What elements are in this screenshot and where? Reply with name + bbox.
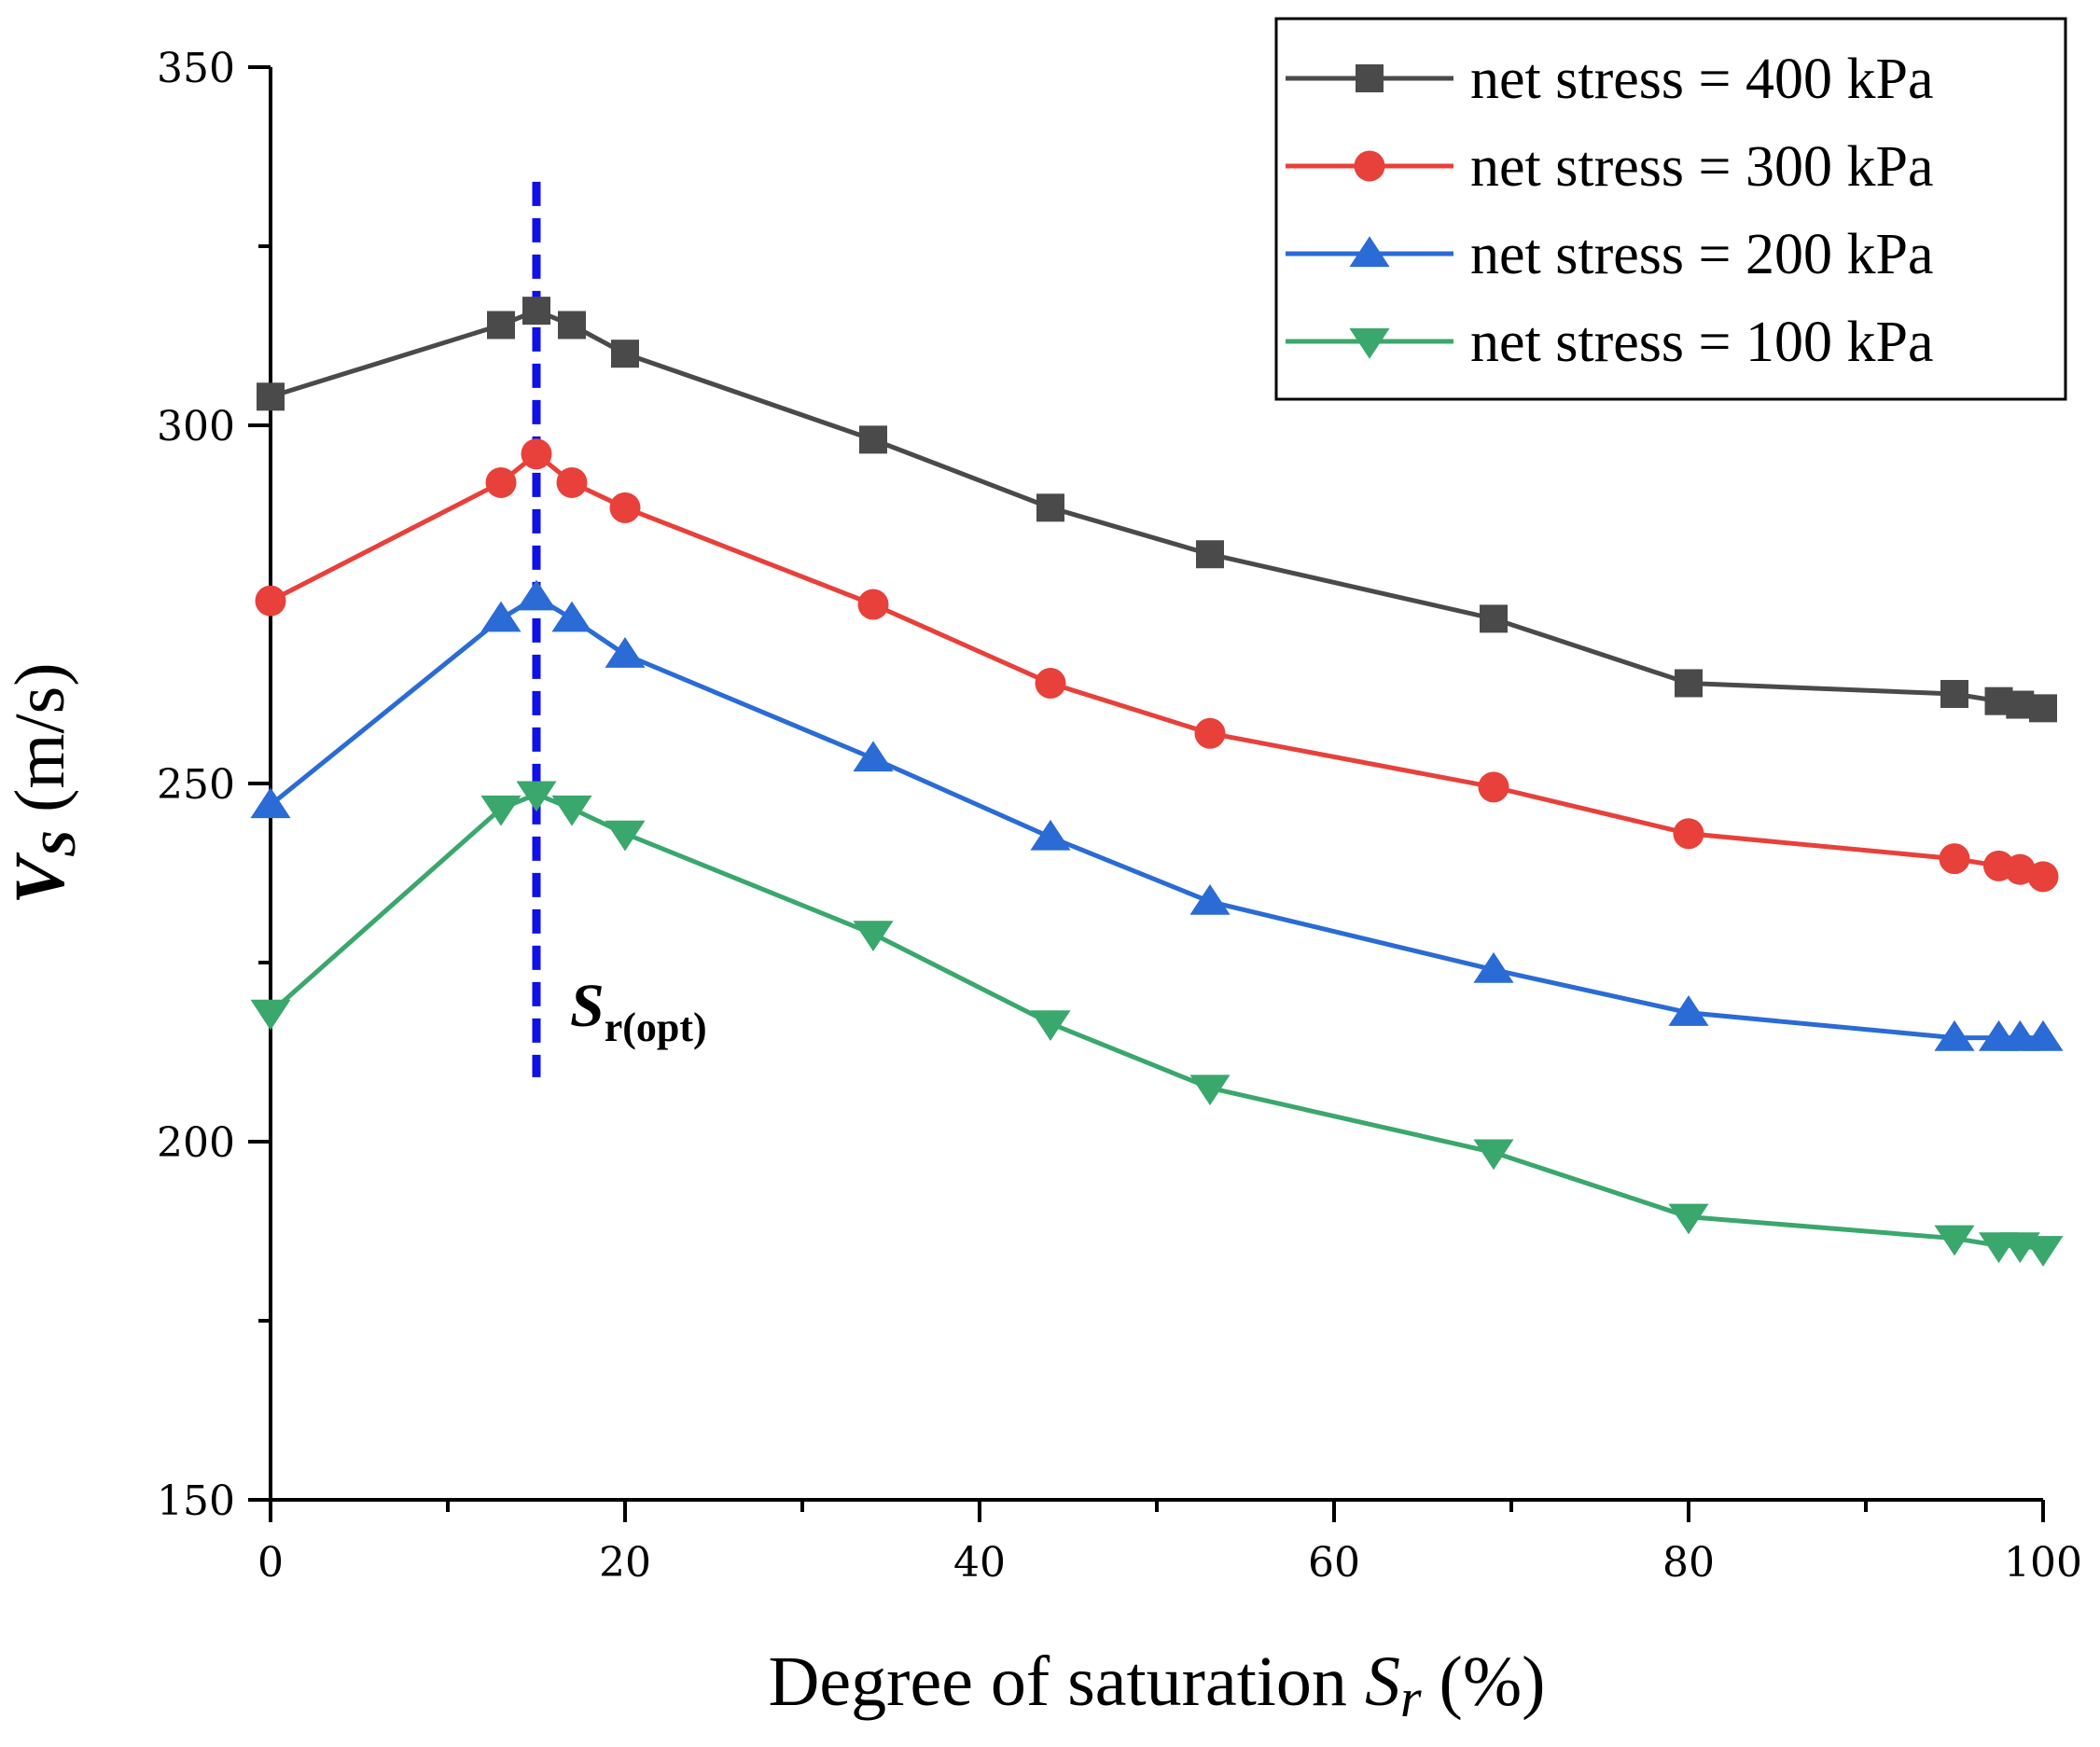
legend-swatch-marker [1349,327,1390,359]
data-point [255,585,286,617]
data-point [551,795,592,826]
data-point [1673,818,1704,850]
legend-item-2: net stress = 200 kPa [1286,223,1933,286]
data-point [1675,669,1703,698]
data-point [556,466,588,498]
data-point [1036,493,1064,522]
data-point [2029,694,2057,723]
series-2 [250,579,2064,1051]
data-point [1196,540,1224,569]
x-tick-label: 40 [953,1539,1006,1587]
y-tick-label: 350 [157,45,235,92]
y-tick-label: 250 [157,761,235,809]
data-point [1939,843,1970,875]
y-axis-title-part-0: V [1,853,79,905]
y-axis-title-part-1: S [33,830,86,857]
y-axis-title-part-2: (m/s) [1,662,79,829]
data-point [1189,1075,1231,1106]
legend-swatch-marker [1356,64,1384,92]
x-axis-title-part-0: Degree of saturation [769,1643,1365,1721]
data-point [1473,951,1514,983]
data-point [2027,861,2059,893]
data-point [1480,604,1508,633]
legend-label: net stress = 100 kPa [1470,311,1933,374]
data-point [2023,1019,2064,1051]
data-point [1189,883,1231,915]
optimum-saturation-line: Sr(opt) [532,181,707,1077]
x-tick-label: 60 [1308,1539,1360,1587]
data-point [1934,1225,1975,1256]
ticks: 0 20 40 60 80 100 150 200 250 300 350 [157,45,2082,1587]
data-point [859,425,887,454]
x-axis-title: Degree of saturation Sr (%) [769,1643,1546,1728]
data-point [1030,1010,1071,1042]
data-point [2023,1236,2064,1267]
data-point [1668,1203,1709,1235]
legend-item-1: net stress = 300 kPa [1286,135,1933,199]
y-axis-title: VS (m/s) [1,662,86,904]
data-point [250,787,291,819]
legend-swatch-marker [1354,150,1385,182]
data-point [516,781,557,812]
data-point [1934,1019,1975,1051]
data-point [480,601,522,632]
legend-item-0: net stress = 400 kPa [1286,48,1933,111]
series-group [250,297,2064,1267]
x-tick-label: 20 [599,1539,651,1587]
x-tick-label: 100 [2004,1539,2082,1587]
legend-label: net stress = 400 kPa [1470,48,1933,111]
x-tick-label: 0 [257,1539,284,1587]
data-point [1035,667,1066,699]
data-point [558,311,586,340]
x-axis-title-part-2: r [1400,1668,1422,1728]
data-point [1194,717,1226,749]
legend-label: net stress = 200 kPa [1470,223,1933,286]
data-point [1030,819,1071,851]
data-point [1473,1139,1514,1171]
legend-box [1274,17,2067,401]
data-point [1668,995,1709,1026]
data-point [522,297,550,326]
legend-label: net stress = 300 kPa [1470,135,1933,199]
data-point [1940,680,1968,708]
legend: net stress = 400 kPa net stress = 300 kPa… [1274,17,2067,401]
reference-label-symbol: S [570,972,605,1040]
reference-label-subscript: r(opt) [605,1005,707,1050]
series-1 [255,438,2059,893]
data-point [516,579,557,611]
data-point [853,921,894,952]
data-point [857,589,889,620]
x-axis-title-part-1: S [1365,1643,1400,1721]
data-point [487,311,515,340]
series-0 [257,297,2057,723]
axis-titles: Degree of saturation Sr (%)VS (m/s) [1,662,1545,1728]
x-tick-label: 80 [1662,1539,1715,1587]
data-point [257,382,285,411]
y-tick-label: 150 [157,1477,235,1525]
data-point [609,492,641,523]
data-point [611,340,639,368]
data-point [605,820,646,852]
legend-swatch-marker [1349,236,1390,268]
y-tick-label: 200 [157,1119,235,1167]
data-point [250,999,291,1031]
data-point [853,741,894,772]
x-axis-title-part-3: (%) [1422,1643,1546,1721]
data-point [521,438,552,470]
data-point [1478,771,1509,803]
series-3 [250,781,2064,1267]
legend-item-3: net stress = 100 kPa [1286,311,1933,374]
reference-line-label: Sr(opt) [570,972,707,1050]
data-point [605,637,646,668]
y-tick-label: 300 [157,403,235,451]
data-point [480,795,522,826]
data-point [551,601,592,632]
data-point [485,466,517,498]
